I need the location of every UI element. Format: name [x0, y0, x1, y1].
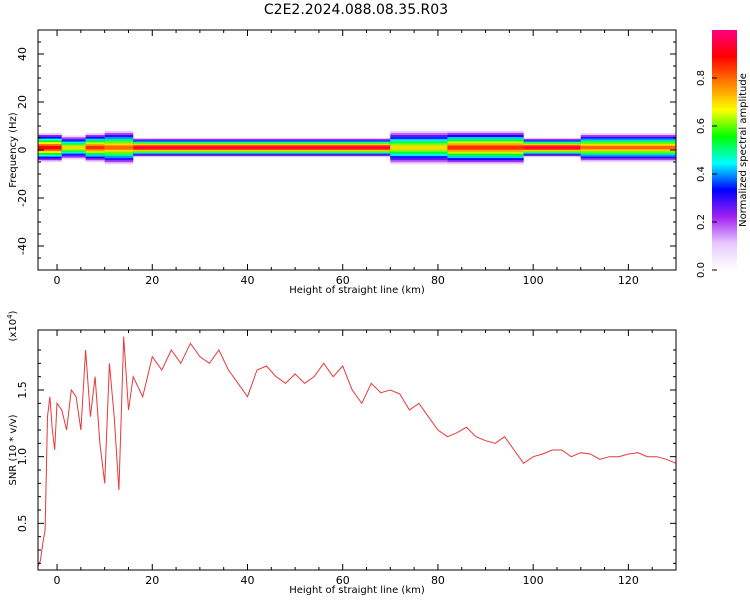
spectrogram-cell — [85, 145, 105, 150]
spectrogram-band — [38, 130, 676, 165]
spectrogram-y-ticks: -40 -20 0 20 40 — [16, 41, 676, 259]
spectrogram-x-tick-label: 80 — [431, 274, 445, 287]
spectrogram-cell — [61, 146, 86, 150]
snr-y-axis-label: SNR (10 * v/v) — [8, 414, 19, 485]
spectrogram-y-tick-label: -40 — [16, 237, 29, 255]
snr-series-line — [37, 336, 677, 567]
spectrogram-cell — [447, 145, 524, 150]
snr-x-tick-label: 0 — [54, 574, 61, 587]
snr-multiplier-label: (x104) — [6, 310, 19, 341]
snr-y-ticks: 0.5 1.0 1.5 — [16, 349, 676, 564]
spectrogram-x-tick-label: 60 — [336, 274, 350, 287]
spectrogram-x-axis-label: Height of straight line (km) — [289, 285, 425, 296]
spectrogram-cell — [390, 145, 448, 150]
snr-multiplier-base: (x10 — [8, 319, 19, 342]
spectrogram-y-axis-label: Frequency (Hz) — [8, 112, 19, 188]
spectrogram-y-tick-label: 40 — [16, 47, 29, 61]
spectrogram-cell — [133, 146, 391, 149]
spectrogram-x-tick-label: 0 — [54, 274, 61, 287]
spectrogram-x-tick-label: 100 — [523, 274, 544, 287]
spectrogram-y-tick-label: 0 — [16, 147, 29, 154]
snr-plot-frame — [37, 329, 677, 571]
spectrogram-x-ticks: 0 20 40 60 80 100 120 — [54, 30, 677, 287]
spectrogram-x-tick-label: 120 — [618, 274, 639, 287]
snr-x-ticks: 0 20 40 60 80 100 120 — [54, 330, 677, 587]
snr-x-tick-label: 60 — [336, 574, 350, 587]
spectrogram-x-tick-label: 20 — [145, 274, 159, 287]
snr-y-tick-label: 1.5 — [16, 381, 29, 399]
snr-x-tick-label: 100 — [523, 574, 544, 587]
snr-x-tick-label: 80 — [431, 574, 445, 587]
snr-multiplier-exponent: 4 — [6, 314, 14, 319]
colorbar-gradient — [712, 30, 737, 270]
spectrogram-y-tick-label: 20 — [16, 95, 29, 109]
colorbar-tick-label: 0.4 — [696, 166, 707, 182]
colorbar: 0.0 0.2 0.4 0.6 0.8 Normalized spectral ampl… — [696, 30, 749, 278]
snr-y-tick-label: 1.0 — [16, 448, 29, 466]
spectrogram-y-tick-label: -20 — [16, 189, 29, 207]
spectrogram-panel: 0 20 40 60 80 100 120 -40 -20 0 20 40 Height of st… — [8, 29, 677, 296]
snr-x-axis-label: Height of straight line (km) — [289, 585, 425, 596]
colorbar-label: Normalized spectral amplitude — [738, 73, 749, 227]
snr-y-tick-label: 0.5 — [16, 515, 29, 533]
snr-x-tick-label: 120 — [618, 574, 639, 587]
colorbar-tick-label: 0.2 — [696, 214, 707, 230]
colorbar-tick-label: 0.8 — [696, 70, 707, 86]
figure-title: C2E2.2024.088.08.35.R03 — [264, 2, 448, 18]
colorbar-tick-label: 0.6 — [696, 118, 707, 134]
spectrogram-cell — [580, 145, 676, 150]
snr-panel: 0 20 40 60 80 100 120 0.5 1.0 1.5 Height of stra… — [6, 310, 677, 596]
colorbar-tick-label: 0.0 — [696, 262, 707, 278]
spectrogram-cell — [38, 145, 62, 150]
snr-x-tick-label: 20 — [145, 574, 159, 587]
colorbar-ticks: 0.0 0.2 0.4 0.6 0.8 — [696, 70, 717, 278]
spectrogram-cell — [104, 145, 134, 150]
snr-x-tick-label: 40 — [240, 574, 254, 587]
svg-text:(x104): (x104) — [6, 310, 19, 341]
spectrogram-x-tick-label: 40 — [240, 274, 254, 287]
snr-multiplier-close: ) — [8, 310, 19, 314]
spectrogram-cell — [523, 146, 581, 149]
